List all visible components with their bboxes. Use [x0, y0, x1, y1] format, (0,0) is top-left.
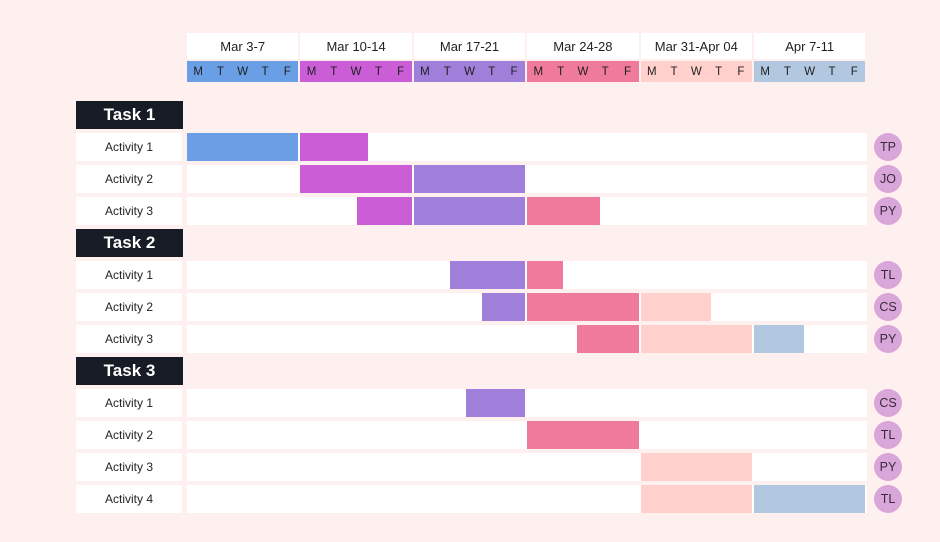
- task-label: Task 3: [76, 357, 183, 385]
- activity-row: [187, 453, 867, 481]
- activity-bar[interactable]: [640, 453, 752, 481]
- activity-label: Activity 2: [76, 293, 182, 321]
- activity-label: Activity 3: [76, 453, 182, 481]
- day-label: T: [443, 65, 451, 78]
- activity-row: [187, 261, 867, 289]
- week-header: Mar 31-Apr 04: [640, 33, 752, 59]
- activity-row: [187, 293, 867, 321]
- day-label: T: [601, 65, 609, 78]
- day-label: M: [420, 65, 430, 78]
- day-label: T: [216, 65, 224, 78]
- day-label: M: [306, 65, 317, 78]
- activity-label: Activity 1: [76, 133, 182, 161]
- activity-bar[interactable]: [527, 261, 564, 289]
- activity-bar[interactable]: [187, 133, 299, 161]
- week-header: Mar 3-7: [187, 33, 299, 59]
- activity-row: [187, 325, 867, 353]
- avatar[interactable]: TL: [874, 421, 902, 449]
- day-label: T: [828, 65, 836, 78]
- week-header: Mar 17-21: [413, 33, 526, 59]
- activity-bar[interactable]: [300, 165, 412, 193]
- activity-row: [187, 165, 867, 193]
- avatar[interactable]: PY: [874, 453, 902, 481]
- activity-bar[interactable]: [481, 293, 526, 321]
- day-label: F: [623, 65, 631, 78]
- avatar[interactable]: PY: [874, 325, 902, 353]
- activity-label: Activity 1: [76, 261, 182, 289]
- activity-label: Activity 2: [76, 165, 182, 193]
- task-label: Task 2: [76, 229, 183, 257]
- activity-row: [187, 389, 867, 417]
- day-label: W: [237, 65, 249, 78]
- day-label: T: [330, 65, 338, 78]
- day-label: W: [804, 65, 816, 78]
- avatar[interactable]: CS: [874, 293, 902, 321]
- avatar[interactable]: PY: [874, 197, 902, 225]
- activity-row: [187, 197, 867, 225]
- avatar[interactable]: JO: [874, 165, 902, 193]
- day-label: T: [670, 65, 678, 78]
- activity-row: [187, 421, 867, 449]
- week-header: Mar 24-28: [527, 33, 639, 59]
- day-label: T: [783, 65, 791, 78]
- avatar[interactable]: TL: [874, 261, 902, 289]
- day-label: F: [850, 65, 858, 78]
- avatar[interactable]: TL: [874, 485, 902, 513]
- activity-bar[interactable]: [754, 325, 804, 353]
- activity-bar[interactable]: [577, 325, 639, 353]
- day-label: W: [690, 65, 702, 78]
- day-label: T: [557, 65, 565, 78]
- activity-bar[interactable]: [450, 261, 526, 289]
- avatar[interactable]: TP: [874, 133, 902, 161]
- day-label: F: [510, 65, 518, 78]
- activity-label: Activity 3: [76, 325, 182, 353]
- day-label: F: [737, 65, 745, 78]
- day-label: T: [374, 65, 382, 78]
- activity-bar[interactable]: [413, 197, 526, 225]
- day-label: M: [760, 65, 770, 78]
- activity-bar[interactable]: [640, 485, 752, 513]
- day-label: M: [646, 65, 657, 78]
- week-header: Apr 7-11: [754, 33, 866, 59]
- activity-bar[interactable]: [413, 165, 526, 193]
- day-label: W: [577, 65, 589, 78]
- day-label: T: [715, 65, 723, 78]
- activity-row: [187, 485, 867, 513]
- day-label: W: [464, 65, 475, 78]
- task-label: Task 1: [76, 101, 183, 129]
- day-label: T: [488, 65, 496, 78]
- activity-bar[interactable]: [640, 293, 711, 321]
- activity-bar[interactable]: [300, 133, 369, 161]
- activity-label: Activity 2: [76, 421, 182, 449]
- activity-bar[interactable]: [527, 421, 639, 449]
- activity-row: [187, 133, 867, 161]
- activity-bar[interactable]: [465, 389, 526, 417]
- day-label: W: [350, 65, 362, 78]
- activity-bar[interactable]: [527, 293, 639, 321]
- activity-bar[interactable]: [754, 485, 866, 513]
- day-label: M: [193, 65, 203, 78]
- activity-bar[interactable]: [527, 197, 600, 225]
- day-label: F: [397, 65, 405, 78]
- week-header: Mar 10-14: [300, 33, 412, 59]
- activity-bar[interactable]: [640, 325, 752, 353]
- activity-bar[interactable]: [357, 197, 412, 225]
- activity-label: Activity 3: [76, 197, 182, 225]
- day-label: T: [261, 65, 269, 78]
- avatar[interactable]: CS: [874, 389, 902, 417]
- day-label: F: [283, 65, 291, 78]
- activity-label: Activity 4: [76, 485, 182, 513]
- activity-label: Activity 1: [76, 389, 182, 417]
- day-label: M: [533, 65, 544, 78]
